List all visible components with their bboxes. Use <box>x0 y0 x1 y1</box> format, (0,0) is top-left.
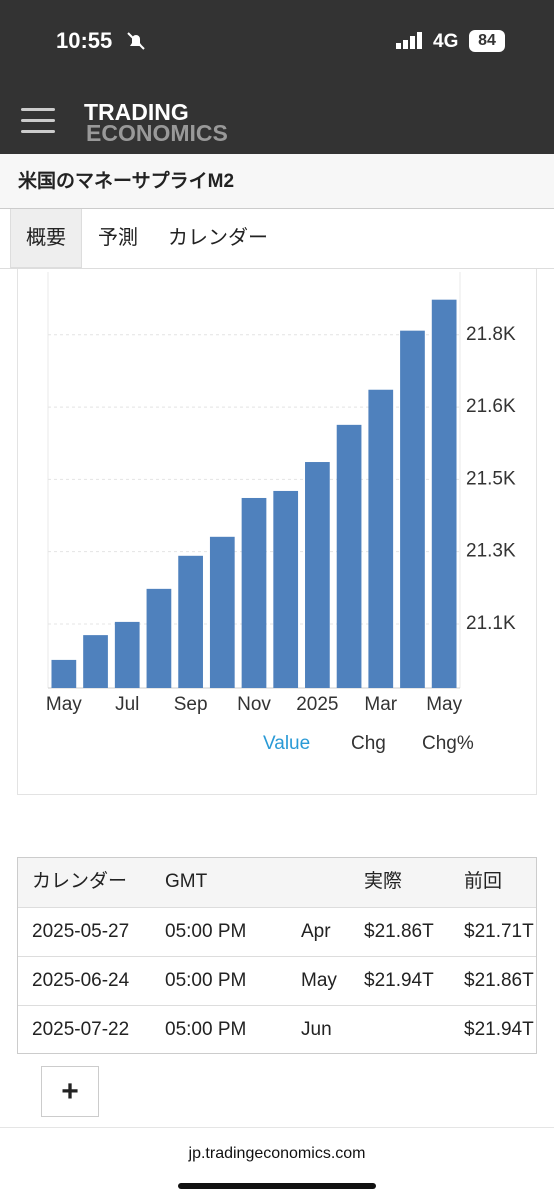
table-cell: May <box>301 970 337 991</box>
x-tick-label: May <box>46 694 82 715</box>
tab-bar: 概要 予測 カレンダー <box>0 209 554 269</box>
table-cell: 2025-05-27 <box>32 921 130 942</box>
app-header: TRADING ECONOMICS <box>0 86 554 154</box>
x-tick-label: 2025 <box>296 694 338 715</box>
bar <box>400 330 425 688</box>
y-tick-label: 21.3K <box>466 541 516 562</box>
chart-tab[interactable]: Chg <box>351 733 386 754</box>
bar <box>368 389 394 688</box>
bar <box>273 490 299 688</box>
chart: 21.1K 21.3K 21.5K 21.6K 21.8K May Jul Sep Nov 202… <box>46 272 516 715</box>
page-title: 米国のマネーサプライM2 <box>0 154 554 209</box>
url-bar: jp.tradingeconomics.com <box>0 1127 554 1201</box>
signal-icon <box>396 32 422 49</box>
table-cell: 05:00 PM <box>165 970 247 991</box>
table-cell: 2025-07-22 <box>32 1019 130 1040</box>
table-cell: Apr <box>301 921 331 942</box>
x-tick-label: Sep <box>174 694 208 715</box>
x-tick-label: May <box>426 694 462 715</box>
chart-tab[interactable]: Chg% <box>422 733 474 754</box>
tab[interactable]: カレンダー <box>168 227 268 249</box>
status-bar: 10:55 4G 84 <box>0 0 554 86</box>
column-header: 前回 <box>464 871 503 892</box>
network: 4G <box>433 31 459 52</box>
bar <box>241 497 267 688</box>
table-cell: $21.86T <box>464 970 534 991</box>
clock: 10:55 <box>56 28 113 53</box>
table-cell: $21.86T <box>364 921 434 942</box>
table-cell: 05:00 PM <box>165 1019 247 1040</box>
y-tick-label: 21.8K <box>466 324 516 345</box>
table-cell: $21.94T <box>464 1019 534 1040</box>
add-button[interactable]: + <box>41 1066 99 1117</box>
bar <box>431 299 457 688</box>
battery: 84 <box>469 30 505 52</box>
logo-top: TRADING <box>84 99 189 125</box>
column-header: カレンダー <box>32 871 128 892</box>
home-indicator <box>178 1183 376 1189</box>
table-cell: $21.71T <box>464 921 534 942</box>
table-row: 2025-06-24 05:00 PM May $21.94T $21.86T <box>18 956 536 1006</box>
column-header: 実際 <box>364 871 403 892</box>
x-tick-label: Nov <box>237 694 271 715</box>
menu-bar <box>21 119 55 122</box>
bar <box>146 588 172 688</box>
logo-bottom: ECONOMICS <box>86 120 228 146</box>
url[interactable]: jp.tradingeconomics.com <box>188 1145 366 1162</box>
table-cell: $21.94T <box>364 970 434 991</box>
silent-icon <box>127 32 145 50</box>
bar <box>305 462 330 688</box>
column-header: GMT <box>165 871 208 892</box>
table-row: 2025-07-22 05:00 PM Jun $21.94T <box>18 1005 536 1053</box>
tab[interactable]: 予測 <box>98 227 138 249</box>
tab[interactable]: 概要 <box>10 209 82 268</box>
chart-tab[interactable]: Value <box>263 733 311 754</box>
menu-bar <box>21 130 55 133</box>
table-header: カレンダー GMT 実際 前回 <box>18 858 536 907</box>
chart-panel <box>17 269 537 795</box>
table-cell: Jun <box>301 1019 332 1040</box>
y-tick-label: 21.5K <box>466 468 516 489</box>
bar <box>83 635 108 688</box>
table-row: 2025-05-27 05:00 PM Apr $21.86T $21.71T <box>18 907 536 957</box>
bar <box>209 536 235 688</box>
menu-bar <box>21 108 55 111</box>
table-cell: 2025-06-24 <box>32 970 130 991</box>
table-cell: 05:00 PM <box>165 921 247 942</box>
calendar-table: カレンダー GMT 実際 前回 2025-05-27 05:00 PM Apr $21… <box>17 857 537 1054</box>
x-tick-label: Jul <box>115 694 139 715</box>
bar <box>178 555 203 688</box>
x-tick-label: Mar <box>364 694 397 715</box>
bar <box>51 659 77 688</box>
bar <box>336 424 362 688</box>
y-tick-label: 21.1K <box>466 613 516 634</box>
y-tick-label: 21.6K <box>466 396 516 417</box>
bar <box>114 621 140 688</box>
